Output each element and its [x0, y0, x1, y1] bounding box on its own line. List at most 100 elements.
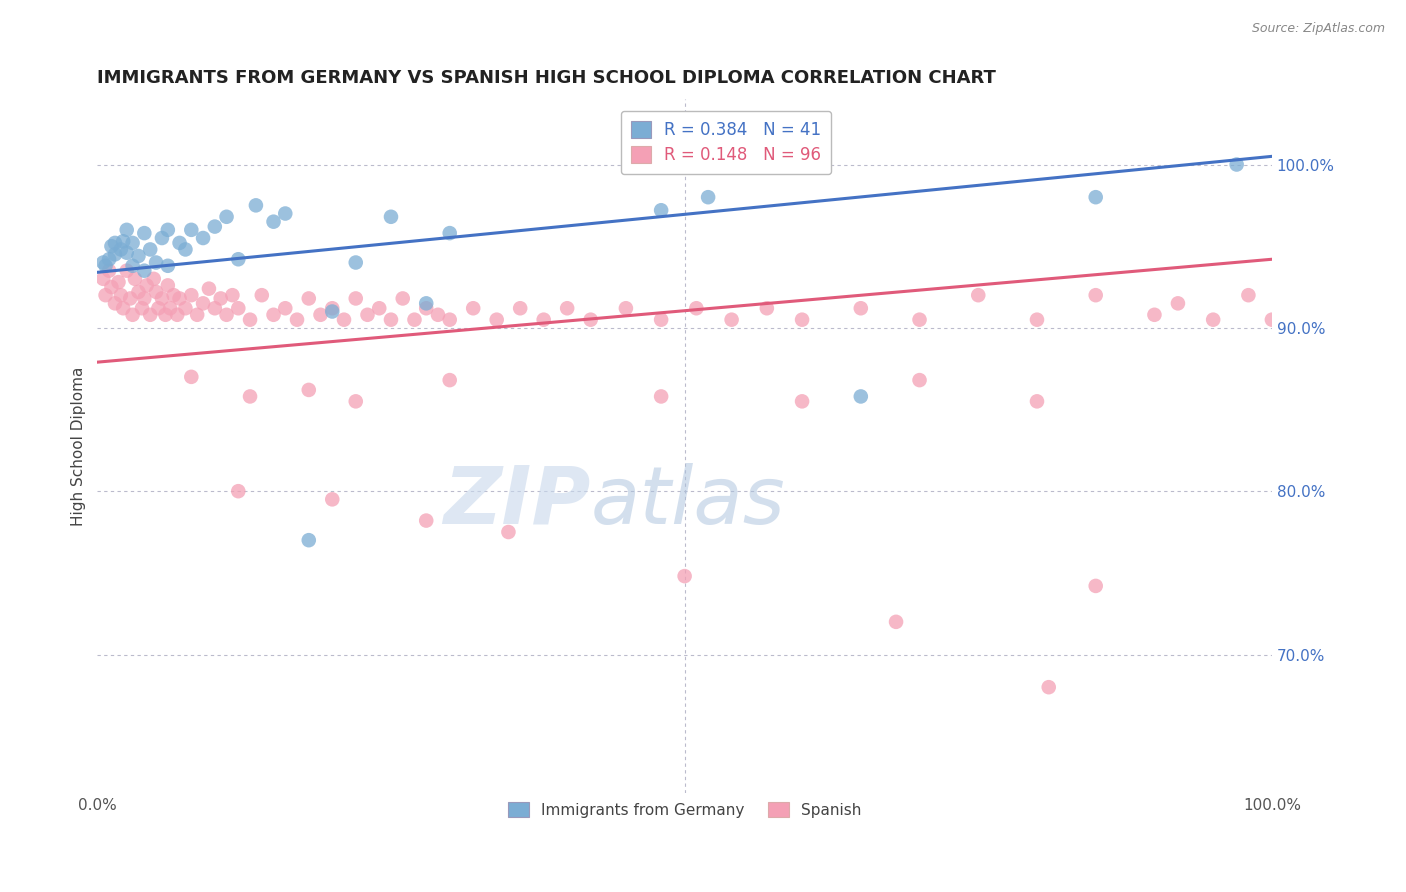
Point [967, 288, 990, 302]
Point [755, 301, 778, 316]
Point [156, 278, 179, 293]
Point [1167, 296, 1189, 310]
Point [356, 308, 378, 322]
Point [533, 312, 555, 326]
Point [139, 308, 162, 322]
Point [344, 255, 367, 269]
Point [100, 239, 122, 253]
Point [150, 231, 173, 245]
Point [685, 301, 707, 316]
Point [139, 243, 162, 257]
Point [104, 235, 127, 250]
Point [298, 292, 321, 306]
Point [1084, 288, 1107, 302]
Point [110, 288, 132, 302]
Point [104, 247, 127, 261]
Point [150, 292, 173, 306]
Point [215, 210, 238, 224]
Point [204, 301, 226, 316]
Point [112, 234, 135, 248]
Point [439, 312, 461, 326]
Point [180, 288, 202, 302]
Point [463, 301, 485, 316]
Point [163, 288, 186, 302]
Point [121, 308, 143, 322]
Point [673, 569, 696, 583]
Point [204, 219, 226, 234]
Point [94, 259, 117, 273]
Y-axis label: High School Diploma: High School Diploma [72, 367, 86, 526]
Point [321, 301, 343, 316]
Point [263, 215, 285, 229]
Point [107, 275, 129, 289]
Point [697, 190, 720, 204]
Point [1261, 312, 1284, 326]
Point [98, 252, 121, 267]
Point [145, 285, 167, 299]
Point [380, 312, 402, 326]
Point [321, 492, 343, 507]
Point [239, 389, 262, 403]
Point [344, 292, 367, 306]
Point [849, 301, 872, 316]
Point [198, 282, 221, 296]
Text: Source: ZipAtlas.com: Source: ZipAtlas.com [1251, 22, 1385, 36]
Point [274, 206, 297, 220]
Point [1084, 190, 1107, 204]
Point [239, 312, 262, 326]
Point [215, 308, 238, 322]
Point [1038, 680, 1060, 694]
Point [391, 292, 413, 306]
Point [191, 296, 214, 310]
Point [309, 308, 332, 322]
Point [115, 245, 138, 260]
Point [274, 301, 297, 316]
Point [156, 259, 179, 273]
Text: IMMIGRANTS FROM GERMANY VS SPANISH HIGH SCHOOL DIPLOMA CORRELATION CHART: IMMIGRANTS FROM GERMANY VS SPANISH HIGH … [97, 69, 997, 87]
Point [110, 243, 132, 257]
Point [1026, 394, 1049, 409]
Point [226, 484, 249, 499]
Point [174, 243, 197, 257]
Point [100, 280, 122, 294]
Point [439, 373, 461, 387]
Point [221, 288, 243, 302]
Point [1143, 308, 1166, 322]
Point [650, 389, 672, 403]
Point [368, 301, 391, 316]
Point [98, 263, 121, 277]
Point [94, 288, 117, 302]
Legend: Immigrants from Germany, Spanish: Immigrants from Germany, Spanish [502, 796, 868, 824]
Point [579, 312, 602, 326]
Point [344, 394, 367, 409]
Point [155, 308, 177, 322]
Point [790, 394, 813, 409]
Point [298, 383, 321, 397]
Point [226, 301, 249, 316]
Point [720, 312, 742, 326]
Point [166, 308, 188, 322]
Point [427, 308, 450, 322]
Point [115, 223, 138, 237]
Point [298, 533, 321, 548]
Point [285, 312, 308, 326]
Point [250, 288, 273, 302]
Point [245, 198, 267, 212]
Text: ZIP: ZIP [443, 463, 591, 541]
Point [124, 272, 146, 286]
Point [127, 285, 149, 299]
Point [439, 226, 461, 240]
Point [174, 301, 197, 316]
Point [509, 301, 531, 316]
Point [169, 235, 191, 250]
Point [142, 272, 165, 286]
Point [120, 292, 142, 306]
Point [415, 514, 437, 528]
Point [790, 312, 813, 326]
Point [148, 301, 170, 316]
Point [321, 304, 343, 318]
Point [263, 308, 285, 322]
Point [159, 301, 181, 316]
Point [112, 301, 135, 316]
Point [650, 312, 672, 326]
